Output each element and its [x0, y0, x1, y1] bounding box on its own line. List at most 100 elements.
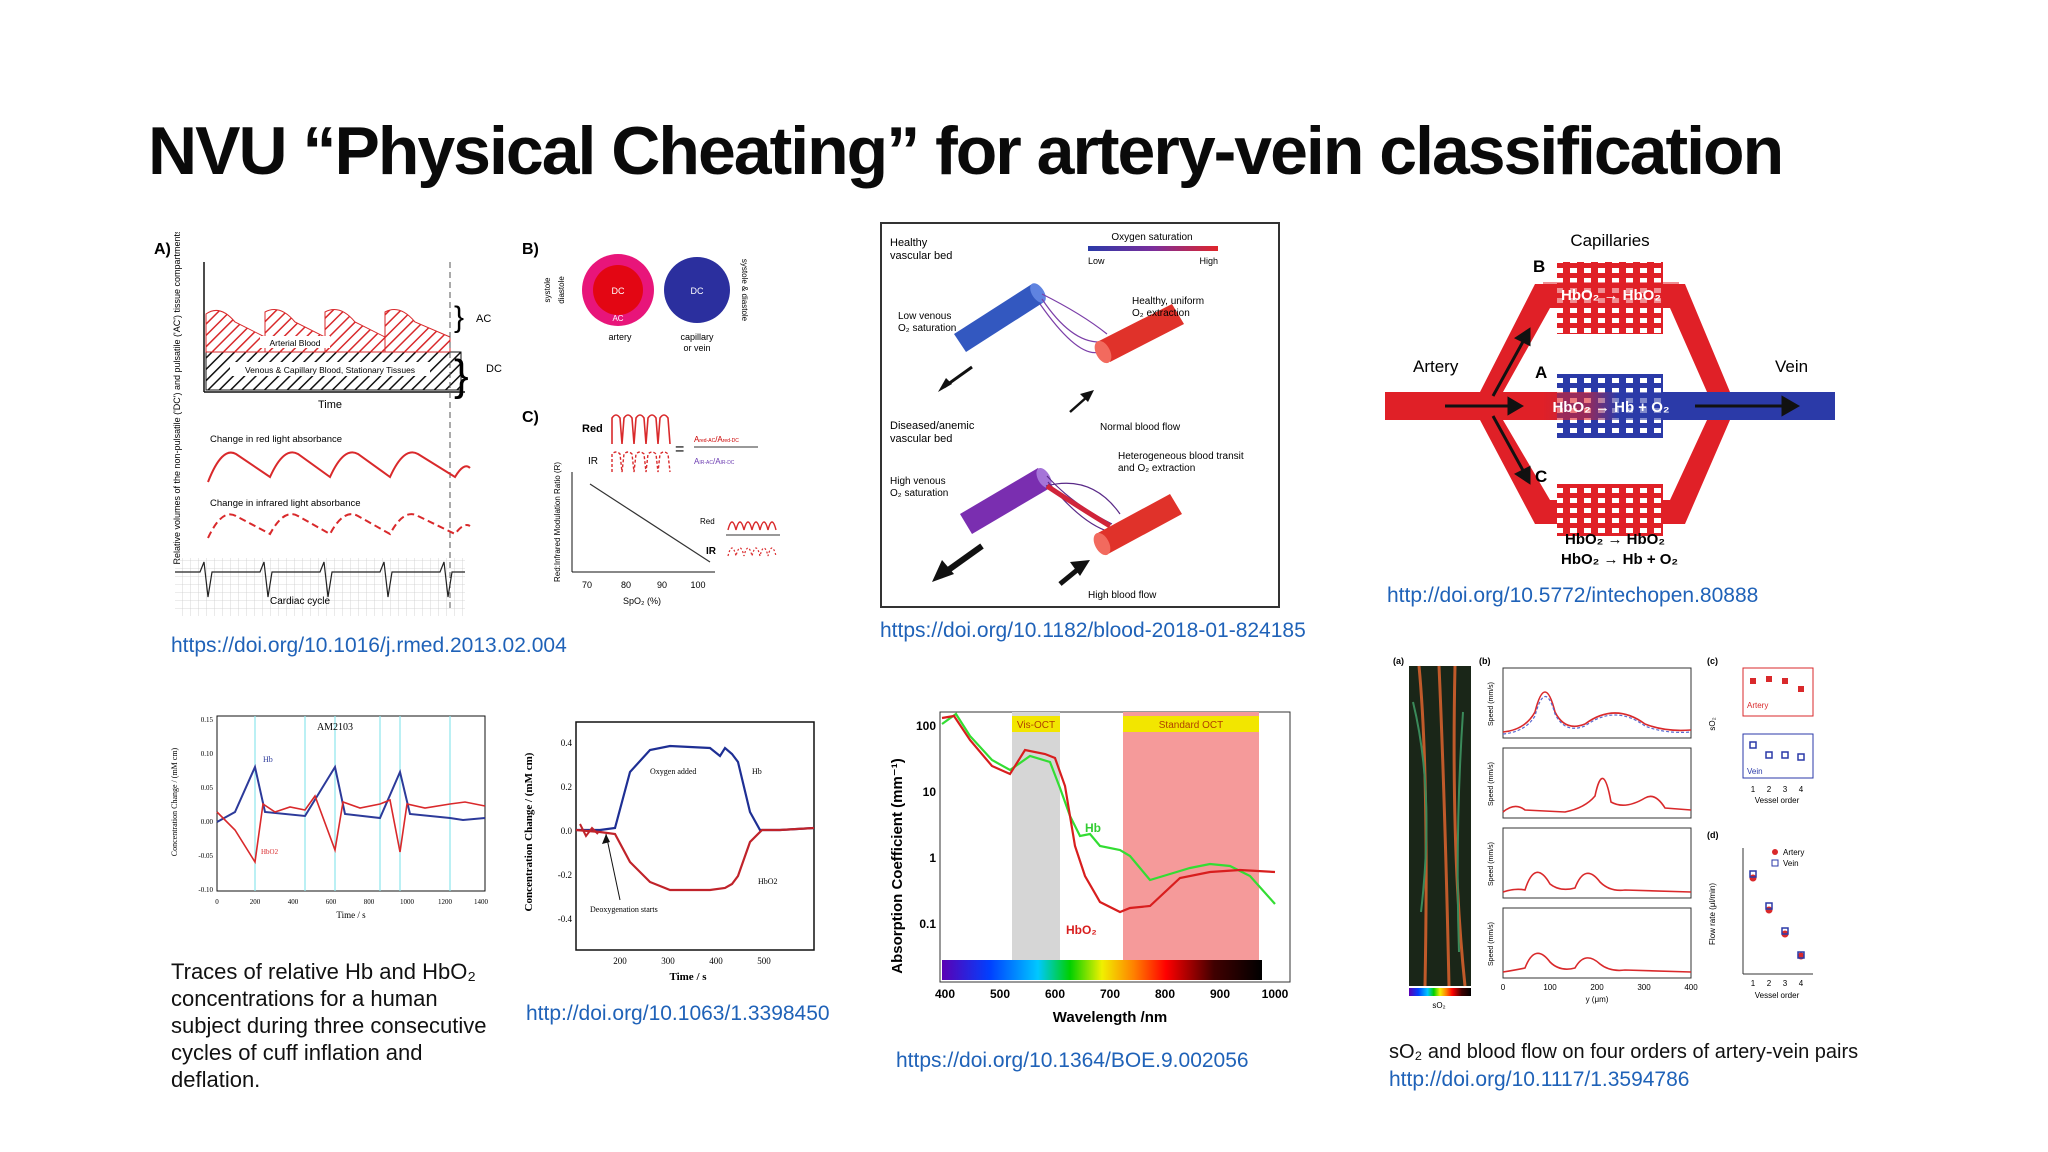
y-tick: -0.05 — [198, 852, 213, 860]
tick: 400 — [1684, 983, 1698, 992]
x-tick: 900 — [1210, 987, 1230, 1001]
compartment-y-label: Relative volumes of the non-pulsatile ('… — [172, 232, 182, 565]
vascular-bed-figure: Healthy vascular bed Oxygen saturation L… — [880, 222, 1280, 608]
eq-b: HbO₂ → HbO₂ — [1561, 287, 1661, 304]
low-venous-sat-label: O₂ saturation — [898, 323, 956, 334]
x-ticks: 0 200 400 600 800 1000 1200 1400 — [215, 898, 488, 906]
x-tick: 1000 — [400, 898, 415, 906]
oxy-x-ticks: 200 300 400 500 — [613, 956, 771, 966]
doi-link-intechopen[interactable]: http://doi.org/10.5772/intechopen.80888 — [1387, 584, 1759, 607]
y-tick: 0.05 — [201, 784, 214, 792]
tick: 0 — [1501, 983, 1506, 992]
y-tick: 0.1 — [919, 917, 936, 931]
doi-link-spie[interactable]: http://doi.org/10.1117/1.3594786 — [1389, 1068, 1690, 1091]
y-tick: 0.2 — [561, 782, 572, 792]
x-tick: 600 — [326, 898, 337, 906]
systole-diastole-label: systole & diastole — [740, 259, 749, 322]
doi-link-rmed[interactable]: https://doi.org/10.1016/j.rmed.2013.02.0… — [171, 634, 567, 657]
speed-label-3: Speed (mm/s) — [1488, 842, 1495, 886]
high-venous-label: High venous — [890, 476, 946, 487]
oxygenation-y-label: Concentration Change / (mM cm) — [523, 752, 535, 911]
order-ticks-d: 1 2 3 4 — [1751, 979, 1804, 988]
vis-oct-label: Vis-OCT — [1017, 720, 1055, 731]
eq-c1: HbO₂ → HbO₂ — [1565, 531, 1665, 548]
x-tick: 400 — [709, 956, 723, 966]
doi-link-aip[interactable]: http://doi.org/10.1063/1.3398450 — [526, 1002, 830, 1025]
panel-a-label: A) — [154, 241, 171, 258]
hb-label: Hb — [263, 755, 273, 764]
capillary-figure: Capillaries Artery Vein B HbO₂ → HbO₂ A … — [1385, 226, 1845, 571]
capillaries-label: Capillaries — [1570, 231, 1649, 250]
x-tick: 1400 — [474, 898, 489, 906]
oxygen-saturation-label: Oxygen saturation — [1111, 232, 1192, 243]
concentration-x-label: Time / s — [336, 910, 366, 920]
diseased-bed-label: Diseased/anemic — [890, 420, 975, 432]
tick: 2 — [1767, 979, 1772, 988]
equals-sign: = — [675, 441, 684, 458]
x-tick: 1000 — [1262, 987, 1289, 1001]
vessel-order-c: Vessel order — [1755, 796, 1800, 805]
label-b: B — [1533, 257, 1545, 276]
ratio-den: AIR-AC/AIR-DC — [694, 457, 735, 466]
red-absorbance-label: Change in red light absorbance — [210, 434, 342, 445]
y-tick: 10 — [923, 785, 937, 799]
concentration-trace-figure: Concentration Change / (mM cm) 0.15 0.10… — [165, 712, 495, 937]
x-tick: 1200 — [438, 898, 453, 906]
x-tick: 400 — [935, 987, 955, 1001]
x-tick: 800 — [364, 898, 375, 906]
y-tick: 1 — [929, 851, 936, 865]
oxygenation-figure: Concentration Change / (mM cm) 0.4 0.2 0… — [520, 712, 820, 987]
flow-rate-label: Flow rate (μl/min) — [1708, 883, 1717, 945]
vein-so2-label: Vein — [1747, 767, 1763, 776]
y-um-ticks: 0 100 200 300 400 — [1501, 983, 1698, 992]
spo2-x-label: SpO₂ (%) — [623, 596, 661, 606]
x-tick: 800 — [1155, 987, 1175, 1001]
doi-link-blood[interactable]: https://doi.org/10.1182/blood-2018-01-82… — [880, 619, 1306, 642]
oxy-y-ticks: 0.4 0.2 0.0 -0.2 -0.4 — [558, 738, 573, 924]
red-label-2: Red — [700, 517, 715, 526]
speed-label-1: Speed (mm/s) — [1488, 682, 1495, 726]
y-tick: -0.2 — [558, 870, 572, 880]
hb-trace — [216, 763, 486, 823]
tick: 100 — [1543, 983, 1557, 992]
x-tick: 300 — [661, 956, 675, 966]
oxygenation-x-label: Time / s — [669, 971, 707, 983]
absorption-spectrum-figure: Absorption Coefficient (mm⁻¹) Vis-OCT St… — [880, 706, 1300, 1032]
x-tick: 200 — [250, 898, 261, 906]
heterogeneous-label-2: and O₂ extraction — [1118, 463, 1195, 474]
tick: 3 — [1783, 785, 1788, 794]
ac-label: AC — [476, 313, 491, 325]
y-tick: 0.0 — [561, 826, 573, 836]
flow-arrows — [1445, 327, 1801, 485]
x-tick: 200 — [613, 956, 627, 966]
hb-oxygen-label: Hb — [752, 767, 762, 776]
doi-link-boe[interactable]: https://doi.org/10.1364/BOE.9.002056 — [896, 1049, 1249, 1072]
tick: 300 — [1637, 983, 1651, 992]
panel-b-label: B) — [522, 241, 539, 258]
dc-label: DC — [486, 363, 502, 375]
vis-oct-band — [1012, 712, 1060, 962]
artery-ac: AC — [612, 314, 623, 323]
artery-so2-label: Artery — [1747, 701, 1768, 710]
ratio-num: Ared-AC/Ared-DC — [694, 435, 739, 444]
spo2-tick: 90 — [657, 580, 667, 590]
vein-legend: Vein — [1783, 859, 1799, 868]
high-venous-sat-label: O₂ saturation — [890, 488, 948, 499]
artery-caption: artery — [608, 332, 632, 342]
oxygen-added-label: Oxygen added — [650, 767, 696, 776]
oxygen-gradient-bar — [1088, 246, 1218, 251]
ac-brace: } — [454, 301, 464, 334]
spo2-tick: 80 — [621, 580, 631, 590]
vein-dc: DC — [691, 286, 704, 296]
cardiac-cycle-label: Cardiac cycle — [270, 596, 330, 607]
label-a: A — [1535, 363, 1547, 382]
diastole-label: diastole — [557, 276, 566, 304]
vein-label: Vein — [1775, 357, 1808, 376]
hb-absorption-label: Hb — [1085, 821, 1101, 835]
spo2-tick: 70 — [582, 580, 592, 590]
caption-hb-traces: Traces of relative Hb and HbO₂ concentra… — [171, 959, 487, 1092]
subject-label: AM2103 — [317, 722, 353, 733]
so2-colorbar-label: sO₂ — [1432, 1001, 1445, 1010]
speed-label-4: Speed (mm/s) — [1488, 922, 1495, 966]
y-tick: -0.10 — [198, 886, 213, 894]
